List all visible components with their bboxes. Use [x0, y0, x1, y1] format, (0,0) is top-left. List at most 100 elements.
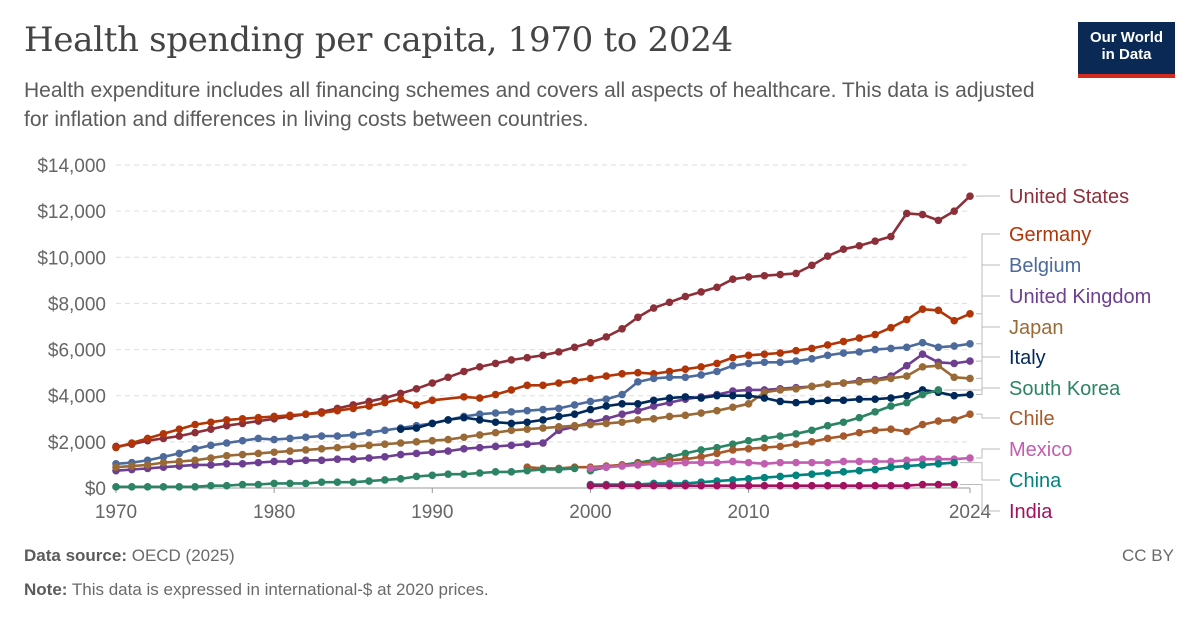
series-italy[interactable] [396, 386, 974, 433]
data-point[interactable] [570, 410, 579, 418]
data-point[interactable] [238, 459, 247, 468]
series-germany[interactable] [112, 305, 974, 452]
data-point[interactable] [349, 404, 358, 413]
data-point[interactable] [808, 458, 816, 467]
data-point[interactable] [871, 408, 879, 416]
data-point[interactable] [428, 396, 437, 405]
data-point[interactable] [254, 413, 263, 422]
data-point[interactable] [966, 410, 974, 418]
data-point[interactable] [871, 457, 879, 466]
data-point[interactable] [808, 344, 816, 353]
data-point[interactable] [887, 425, 895, 433]
data-point[interactable] [602, 402, 611, 410]
data-point[interactable] [634, 378, 642, 386]
data-point[interactable] [222, 439, 231, 447]
data-point[interactable] [349, 478, 358, 487]
data-point[interactable] [839, 468, 848, 476]
data-point[interactable] [523, 440, 531, 448]
data-point[interactable] [823, 458, 832, 467]
data-point[interactable] [491, 409, 500, 417]
data-point[interactable] [713, 359, 721, 368]
series-line-india[interactable] [590, 483, 955, 487]
data-point[interactable] [365, 477, 373, 485]
data-point[interactable] [855, 378, 864, 386]
data-point[interactable] [665, 412, 674, 421]
data-point[interactable] [776, 432, 785, 440]
data-point[interactable] [586, 481, 595, 490]
data-point[interactable] [286, 434, 294, 443]
data-point[interactable] [681, 373, 690, 382]
data-point[interactable] [349, 455, 358, 463]
data-point[interactable] [381, 440, 389, 448]
data-point[interactable] [396, 389, 405, 398]
data-point[interactable] [254, 434, 263, 443]
data-point[interactable] [191, 456, 199, 465]
data-point[interactable] [681, 292, 690, 301]
data-point[interactable] [681, 458, 690, 467]
data-point[interactable] [539, 465, 547, 474]
data-point[interactable] [760, 473, 769, 482]
data-point[interactable] [713, 443, 721, 452]
data-point[interactable] [222, 421, 231, 430]
data-point[interactable] [966, 310, 974, 318]
data-point[interactable] [143, 434, 152, 443]
data-point[interactable] [839, 245, 848, 254]
data-point[interactable] [349, 442, 358, 451]
data-point[interactable] [744, 399, 753, 408]
data-point[interactable] [839, 379, 848, 387]
data-point[interactable] [381, 453, 389, 461]
data-point[interactable] [555, 423, 563, 431]
data-point[interactable] [634, 368, 642, 377]
data-point[interactable] [776, 358, 785, 367]
data-point[interactable] [744, 481, 753, 490]
data-point[interactable] [570, 401, 579, 409]
data-point[interactable] [460, 393, 468, 401]
data-point[interactable] [475, 394, 484, 402]
data-point[interactable] [618, 369, 626, 378]
data-point[interactable] [728, 457, 737, 466]
data-point[interactable] [792, 429, 800, 438]
data-point[interactable] [286, 479, 294, 488]
data-point[interactable] [776, 472, 785, 481]
series-label-chile[interactable]: Chile [1009, 408, 1055, 430]
data-point[interactable] [808, 261, 816, 270]
data-point[interactable] [128, 462, 136, 470]
data-point[interactable] [902, 391, 911, 400]
data-point[interactable] [713, 406, 721, 415]
data-point[interactable] [697, 371, 705, 379]
data-point[interactable] [681, 481, 690, 490]
data-point[interactable] [539, 439, 547, 447]
data-point[interactable] [254, 458, 263, 467]
data-point[interactable] [792, 269, 800, 278]
data-point[interactable] [902, 315, 911, 324]
data-point[interactable] [301, 456, 310, 465]
data-point[interactable] [918, 455, 927, 463]
data-point[interactable] [491, 468, 500, 476]
series-line-china[interactable] [590, 461, 955, 486]
data-point[interactable] [918, 420, 927, 429]
data-point[interactable] [744, 359, 753, 368]
data-point[interactable] [475, 469, 484, 477]
series-label-japan[interactable]: Japan [1009, 317, 1064, 339]
data-point[interactable] [839, 418, 848, 427]
data-point[interactable] [286, 447, 294, 455]
data-point[interactable] [744, 474, 753, 483]
series-label-united-states[interactable]: United States [1009, 186, 1129, 208]
data-point[interactable] [808, 382, 816, 391]
data-point[interactable] [254, 449, 263, 458]
data-point[interactable] [412, 438, 421, 446]
data-point[interactable] [665, 459, 674, 468]
data-point[interactable] [713, 481, 721, 490]
data-point[interactable] [270, 412, 278, 421]
data-point[interactable] [143, 483, 152, 491]
data-point[interactable] [681, 449, 690, 458]
data-point[interactable] [823, 252, 832, 260]
data-point[interactable] [570, 464, 579, 473]
series-label-united-kingdom[interactable]: United Kingdom [1009, 286, 1151, 308]
data-point[interactable] [934, 361, 943, 370]
data-point[interactable] [681, 411, 690, 420]
data-point[interactable] [444, 447, 452, 455]
data-point[interactable] [855, 413, 864, 422]
data-point[interactable] [191, 444, 199, 453]
data-point[interactable] [760, 358, 769, 367]
